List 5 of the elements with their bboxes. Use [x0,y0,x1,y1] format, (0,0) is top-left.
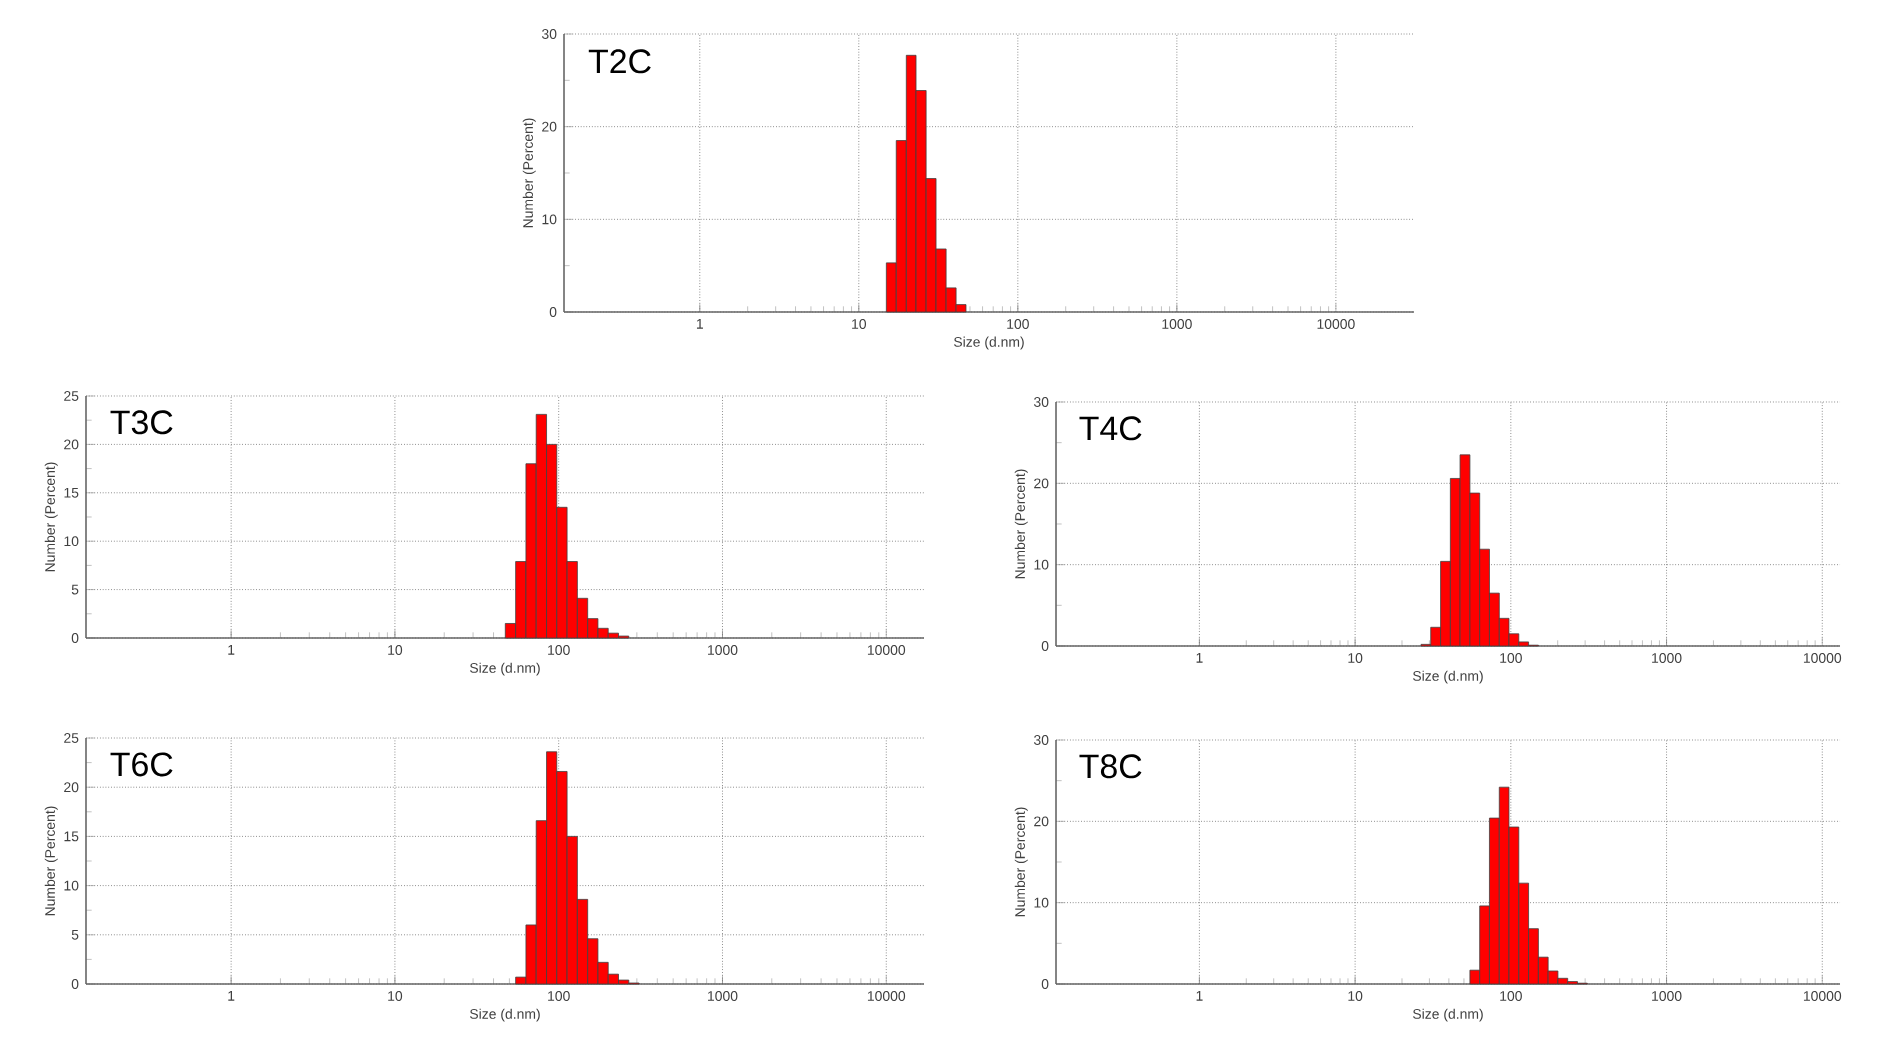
chart-title: T8C [1079,754,1142,779]
chart-title: T2C [588,49,651,74]
chart-title: T3C [110,410,173,435]
chart-title: T4C [1079,416,1142,441]
chart-title: T6C [110,752,173,777]
